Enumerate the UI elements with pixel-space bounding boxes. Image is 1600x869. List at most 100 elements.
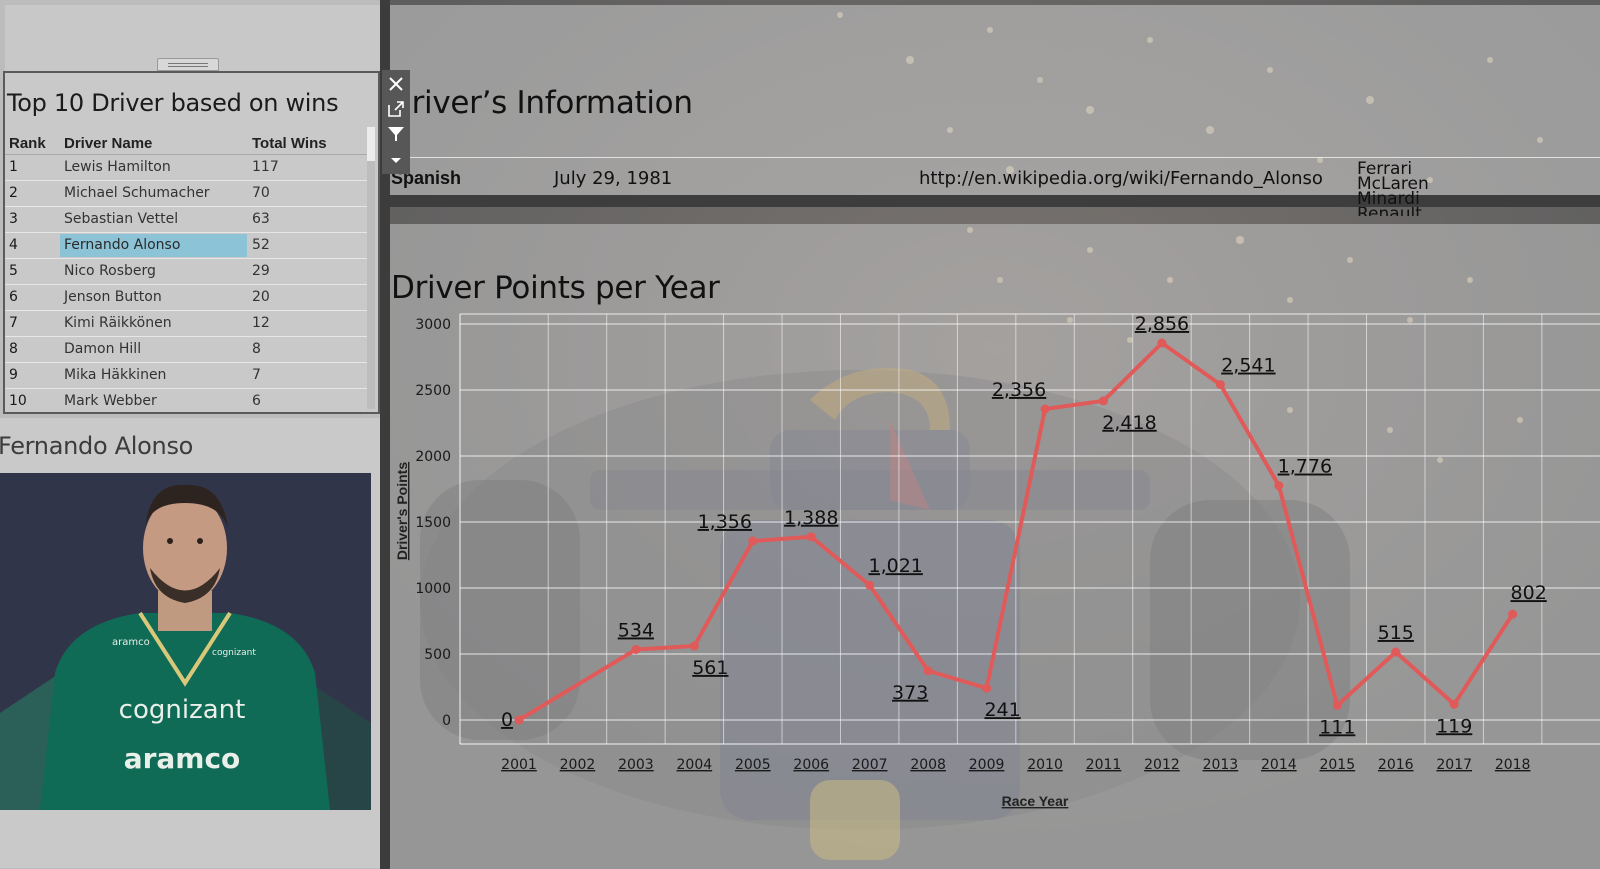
driver-points-chart-panel[interactable]: Driver Points per Year 0 500 1000 1500 2000 2… <box>390 224 1600 869</box>
x-tick-label[interactable]: 2011 <box>1086 757 1122 773</box>
data-point[interactable] <box>631 645 641 655</box>
x-tick-label[interactable]: 2005 <box>735 757 771 773</box>
x-tick-label[interactable]: 2010 <box>1027 757 1063 773</box>
table-header-row: Rank Driver Name Total Wins <box>5 131 375 155</box>
y-tick-label: 2500 <box>415 383 451 399</box>
table-row[interactable]: 2 Michael Schumacher 70 <box>5 181 375 207</box>
data-point[interactable] <box>806 532 816 542</box>
total-wins-cell: 52 <box>252 237 270 253</box>
data-point[interactable] <box>1508 609 1518 619</box>
x-tick-label[interactable]: 2009 <box>969 757 1005 773</box>
x-tick-label[interactable]: 2013 <box>1203 757 1239 773</box>
y-tick-label: 2000 <box>415 449 451 465</box>
driver-name-cell: Mika Häkkinen <box>64 367 167 383</box>
table-row[interactable]: 10 Mark Webber 6 <box>5 389 375 412</box>
x-tick-label[interactable]: 2007 <box>852 757 888 773</box>
rank-cell: 3 <box>9 211 18 227</box>
data-label: 111 <box>1319 716 1355 738</box>
table-row[interactable]: 9 Mika Häkkinen 7 <box>5 363 375 389</box>
popout-icon[interactable] <box>386 99 406 119</box>
data-point[interactable] <box>982 683 992 693</box>
filter-icon[interactable] <box>386 124 406 144</box>
data-label: 119 <box>1436 715 1472 737</box>
data-point[interactable] <box>1332 700 1342 710</box>
data-label: 561 <box>692 657 728 679</box>
data-point[interactable] <box>1215 380 1225 390</box>
top10-drivers-panel: Top 10 Driver based on wins Rank Driver … <box>3 71 380 414</box>
table-row[interactable]: 7 Kimi Räikkönen 12 <box>5 311 375 337</box>
driver-name-cell: Michael Schumacher <box>64 185 210 201</box>
data-point[interactable] <box>1391 647 1401 657</box>
driver-info-row[interactable]: Spanish July 29, 1981 http://en.wikipedi… <box>390 157 1600 216</box>
x-tick-label[interactable]: 2001 <box>501 757 537 773</box>
table-row[interactable]: 3 Sebastian Vettel 63 <box>5 207 375 233</box>
data-point[interactable] <box>1099 396 1108 406</box>
x-tick-label[interactable]: 2003 <box>618 757 654 773</box>
driver-wikipedia-url[interactable]: http://en.wikipedia.org/wiki/Fernando_Al… <box>919 168 1323 189</box>
team-item: Renault <box>1357 207 1429 216</box>
driver-information-panel: Driver’s Information Spanish July 29, 19… <box>388 5 1600 216</box>
table-row[interactable]: 4 Fernando Alonso 52 <box>5 233 375 259</box>
data-point[interactable] <box>1274 481 1284 491</box>
data-label: 534 <box>618 620 654 642</box>
table-scrollbar[interactable] <box>367 127 375 409</box>
driver-name-cell: Sebastian Vettel <box>64 211 179 227</box>
total-wins-cell: 63 <box>252 211 270 227</box>
driver-name-cell: Nico Rosberg <box>64 263 156 279</box>
scrollbar-thumb[interactable] <box>367 127 375 161</box>
total-wins-cell: 7 <box>252 367 261 383</box>
y-tick-label: 500 <box>424 647 451 663</box>
data-label: 2,856 <box>1135 313 1189 335</box>
sponsor-text: cognizant <box>119 695 246 725</box>
column-header-total-wins[interactable]: Total Wins <box>252 135 327 152</box>
data-point[interactable] <box>689 641 699 651</box>
data-point[interactable] <box>865 580 875 590</box>
x-tick-label[interactable]: 2004 <box>677 757 713 773</box>
data-point[interactable] <box>748 536 758 546</box>
more-options-icon[interactable] <box>386 150 406 170</box>
table-row[interactable]: 1 Lewis Hamilton 117 <box>5 155 375 181</box>
table-row[interactable]: 6 Jenson Button 20 <box>5 285 375 311</box>
team-item: McLaren <box>1357 174 1429 194</box>
data-label: 1,776 <box>1278 456 1332 478</box>
y-tick-label: 1000 <box>415 581 451 597</box>
data-point[interactable] <box>1040 404 1050 414</box>
x-tick-label[interactable]: 2002 <box>560 757 596 773</box>
data-point[interactable] <box>923 666 933 676</box>
x-tick-label[interactable]: 2017 <box>1436 757 1472 773</box>
driver-name-cell: Mark Webber <box>64 393 157 409</box>
resize-handle[interactable] <box>157 58 219 71</box>
data-label: 1,356 <box>698 511 752 533</box>
x-tick-label[interactable]: 2016 <box>1378 757 1414 773</box>
close-icon[interactable] <box>386 74 406 94</box>
data-label: 0 <box>501 709 513 731</box>
data-point[interactable] <box>1157 338 1167 348</box>
table-row[interactable]: 8 Damon Hill 8 <box>5 337 375 363</box>
svg-text:cognizant: cognizant <box>212 648 256 658</box>
team-item: Minardi <box>1357 189 1420 209</box>
column-divider <box>380 0 390 869</box>
total-wins-cell: 12 <box>252 315 270 331</box>
data-label: 2,356 <box>992 379 1046 401</box>
floating-toolbar <box>382 70 410 174</box>
table-row[interactable]: 5 Nico Rosberg 29 <box>5 259 375 285</box>
column-header-rank[interactable]: Rank <box>9 135 46 152</box>
total-wins-cell: 20 <box>252 289 270 305</box>
rank-cell: 2 <box>9 185 18 201</box>
x-tick-label[interactable]: 2014 <box>1261 757 1297 773</box>
data-point[interactable] <box>1449 699 1459 709</box>
points-line-chart[interactable]: 0 500 1000 1500 2000 2500 3000 2001 2002 2003 2004… <box>390 224 1600 869</box>
x-tick-label[interactable]: 2006 <box>793 757 829 773</box>
driver-name-cell: Kimi Räikkönen <box>64 315 172 331</box>
x-tick-label[interactable]: 2008 <box>910 757 946 773</box>
data-point[interactable] <box>514 715 524 725</box>
x-tick-label[interactable]: 2012 <box>1144 757 1180 773</box>
x-tick-label[interactable]: 2018 <box>1495 757 1531 773</box>
driver-name-cell: Fernando Alonso <box>60 234 247 257</box>
column-header-driver-name[interactable]: Driver Name <box>64 135 153 152</box>
driver-name-cell: Damon Hill <box>64 341 142 357</box>
left-column: Top 10 Driver based on wins Rank Driver … <box>0 0 382 869</box>
top10-title: Top 10 Driver based on wins <box>7 89 339 117</box>
x-tick-label[interactable]: 2015 <box>1319 757 1355 773</box>
rank-cell: 6 <box>9 289 18 305</box>
